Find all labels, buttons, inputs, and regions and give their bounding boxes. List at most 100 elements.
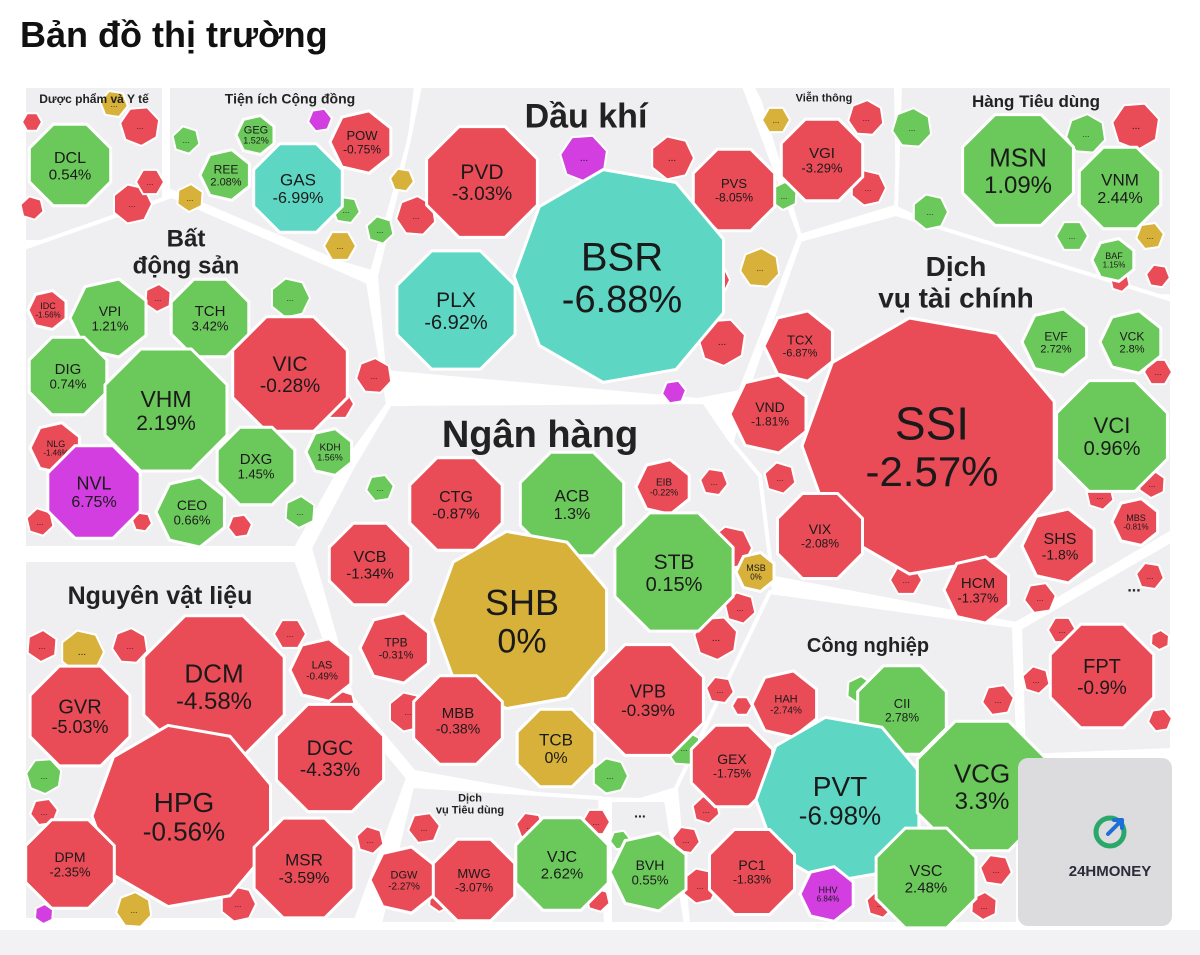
stock-cell-gvr[interactable] <box>28 664 132 768</box>
stock-cell-tcb[interactable] <box>515 707 597 789</box>
minor-stock-cell[interactable] <box>355 825 385 855</box>
minor-stock-cell[interactable] <box>651 135 696 181</box>
minor-stock-cell[interactable] <box>365 473 395 503</box>
stock-cell-shs[interactable] <box>1020 507 1096 585</box>
minor-stock-cell[interactable] <box>26 628 58 664</box>
minor-stock-cell[interactable] <box>979 854 1013 886</box>
minor-stock-cell[interactable] <box>355 356 393 394</box>
stock-cell-ceo[interactable] <box>154 475 226 549</box>
minor-stock-cell[interactable] <box>144 282 172 314</box>
minor-stock-cell[interactable] <box>365 215 395 245</box>
stock-cell-vnd[interactable] <box>728 373 808 455</box>
minor-stock-cell[interactable] <box>111 626 149 664</box>
minor-stock-cell[interactable] <box>306 107 334 133</box>
minor-stock-cell[interactable] <box>1065 112 1107 154</box>
stock-cell-hpg[interactable] <box>90 723 272 909</box>
stock-cell-stb[interactable] <box>613 511 735 633</box>
stock-cell-ssi[interactable] <box>800 316 1056 576</box>
minor-stock-cell[interactable] <box>1146 707 1174 733</box>
stock-cell-mwg[interactable] <box>431 837 517 923</box>
stock-cell-gex[interactable] <box>689 723 775 809</box>
minor-stock-cell[interactable] <box>284 494 316 530</box>
minor-stock-cell[interactable] <box>20 112 44 132</box>
stock-cell-tpb[interactable] <box>358 611 430 685</box>
minor-stock-cell[interactable] <box>699 467 729 497</box>
stock-cell-vhm[interactable] <box>103 347 229 473</box>
stock-cell-vnm[interactable] <box>1077 145 1163 231</box>
stock-cell-nvl[interactable] <box>46 444 142 540</box>
stock-cell-vic[interactable] <box>231 315 349 433</box>
stock-cell-msr[interactable] <box>252 816 356 920</box>
stock-cell-tcx[interactable] <box>762 309 834 383</box>
stock-cell-vix[interactable] <box>776 492 864 580</box>
stock-cell-msn[interactable] <box>961 113 1075 227</box>
stock-cell-dgw[interactable] <box>368 845 437 915</box>
stock-cell-idc[interactable] <box>26 288 68 332</box>
stock-cell-dgc[interactable] <box>274 702 386 814</box>
minor-stock-cell[interactable] <box>134 168 166 196</box>
minor-stock-cell[interactable] <box>407 812 441 844</box>
stock-cell-geg[interactable] <box>234 113 276 157</box>
minor-stock-cell[interactable] <box>1144 263 1172 289</box>
stock-cell-gas[interactable] <box>252 142 344 234</box>
stock-cell-mbb[interactable] <box>412 674 504 766</box>
stock-cell-vpb[interactable] <box>591 643 705 757</box>
stock-cell-evf[interactable] <box>1020 307 1089 377</box>
minor-stock-cell[interactable] <box>119 106 161 148</box>
stock-cell-hah[interactable] <box>750 669 819 739</box>
minor-stock-cell[interactable] <box>19 195 45 221</box>
stock-cell-hcm[interactable] <box>942 555 1011 625</box>
minor-stock-cell[interactable] <box>226 513 254 539</box>
stock-cell-vjc[interactable] <box>514 816 610 912</box>
stock-cell-pvs[interactable] <box>691 147 777 233</box>
stock-cell-dig[interactable] <box>27 335 109 417</box>
minor-stock-cell[interactable] <box>272 619 308 649</box>
stock-cell-dxg[interactable] <box>215 425 297 507</box>
stock-cell-vci[interactable] <box>1055 379 1169 493</box>
stock-cell-msb[interactable] <box>734 550 776 594</box>
minor-stock-cell[interactable] <box>1149 628 1171 652</box>
stock-cell-pow[interactable] <box>328 109 393 175</box>
minor-stock-cell[interactable] <box>847 98 885 136</box>
stock-cell-fpt[interactable] <box>1048 622 1156 730</box>
minor-stock-cell[interactable] <box>1021 665 1051 695</box>
stock-cell-mbs[interactable] <box>1110 496 1160 548</box>
stock-cell-tch[interactable] <box>169 277 251 359</box>
stock-cell-dpm[interactable] <box>24 818 116 910</box>
stock-cell-vck[interactable] <box>1098 309 1163 375</box>
stock-cell-bvh[interactable] <box>608 831 688 913</box>
minor-stock-cell[interactable] <box>176 182 204 214</box>
minor-stock-cell[interactable] <box>1054 221 1090 251</box>
stock-cell-bsr[interactable] <box>512 168 725 384</box>
minor-stock-cell[interactable] <box>99 89 129 119</box>
minor-stock-cell[interactable] <box>912 193 950 231</box>
stock-cell-ree[interactable] <box>198 148 251 202</box>
minor-stock-cell[interactable] <box>891 106 933 148</box>
stock-cell-kdh[interactable] <box>304 426 354 478</box>
minor-stock-cell[interactable] <box>739 246 781 288</box>
minor-stock-cell[interactable] <box>705 675 735 705</box>
minor-stock-cell[interactable] <box>730 696 754 716</box>
minor-stock-cell[interactable] <box>1135 561 1165 591</box>
minor-stock-cell[interactable] <box>115 890 153 928</box>
stock-cell-vpi[interactable] <box>68 277 148 359</box>
minor-stock-cell[interactable] <box>322 231 358 261</box>
minor-stock-cell[interactable] <box>592 757 630 795</box>
stock-cell-pc1[interactable] <box>708 828 796 916</box>
stock-cell-vcb[interactable] <box>327 521 413 607</box>
minor-stock-cell[interactable] <box>660 379 688 405</box>
minor-stock-cell[interactable] <box>981 684 1015 716</box>
stock-cell-ctg[interactable] <box>408 456 504 552</box>
stock-cell-vcg[interactable] <box>915 719 1049 853</box>
minor-stock-cell[interactable] <box>760 106 792 134</box>
minor-stock-cell[interactable] <box>1142 358 1174 386</box>
stock-cell-vsc[interactable] <box>874 826 978 930</box>
stock-cell-baf[interactable] <box>1090 236 1136 284</box>
minor-stock-cell[interactable] <box>763 461 797 495</box>
minor-stock-cell[interactable] <box>171 125 201 155</box>
stock-cell-shb[interactable] <box>430 529 609 711</box>
stock-cell-hhv[interactable] <box>798 865 855 923</box>
stock-cell-vgi[interactable] <box>779 117 865 203</box>
minor-stock-cell[interactable] <box>1023 582 1057 614</box>
stock-cell-las[interactable] <box>288 637 353 703</box>
